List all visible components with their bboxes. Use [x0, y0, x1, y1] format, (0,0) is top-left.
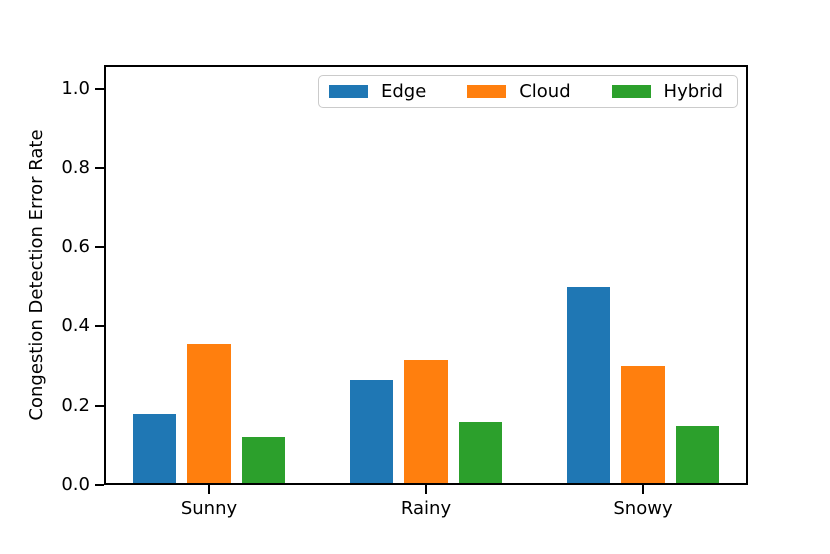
legend-item-cloud: Cloud	[467, 80, 571, 103]
y-tick-label: 0.8	[61, 156, 90, 178]
x-tick-mark	[642, 485, 644, 494]
legend-swatch-edge-icon	[329, 85, 368, 98]
bar-cloud-snowy	[621, 366, 665, 485]
y-tick-label: 0.6	[61, 236, 90, 258]
y-tick-label: 0.2	[61, 394, 90, 416]
y-tick-mark	[95, 87, 104, 90]
y-axis-label: Congestion Detection Error Rate	[26, 129, 47, 421]
legend-swatch-hybrid-icon	[611, 85, 651, 98]
legend-label-cloud: Cloud	[519, 80, 571, 102]
bar-edge-rainy	[350, 379, 394, 485]
y-tick-label: 1.0	[61, 77, 90, 99]
bar-hybrid-snowy	[675, 425, 719, 485]
legend-label-edge: Edge	[381, 80, 427, 102]
x-tick-mark	[425, 485, 427, 494]
plot-area: 0.0 0.2 0.4 0.6 0.8 1.0 Sunny Rainy Snowy Conges…	[26, 65, 748, 520]
bar-cloud-sunny	[187, 344, 231, 485]
y-tick-mark	[95, 404, 104, 407]
bar-edge-snowy	[567, 286, 611, 485]
legend-label-hybrid: Hybrid	[663, 80, 723, 102]
legend-item-hybrid: Hybrid	[611, 80, 723, 103]
x-tick-label-snowy: Snowy	[613, 498, 673, 519]
ticks-layer: 0.0 0.2 0.4 0.6 0.8 1.0 Sunny Rainy Snowy	[61, 65, 748, 520]
bar-edge-sunny	[133, 413, 177, 485]
bar-cloud-rainy	[404, 360, 448, 485]
bar-hybrid-sunny	[241, 437, 285, 485]
legend-swatch-cloud-icon	[467, 85, 507, 98]
x-tick-mark	[208, 485, 210, 494]
legend: Edge Cloud Hybrid	[318, 75, 738, 108]
y-tick-mark	[95, 484, 104, 486]
x-tick-label-rainy: Rainy	[400, 498, 452, 519]
y-tick-label: 0.4	[61, 315, 90, 337]
y-tick-label: 0.0	[61, 474, 90, 495]
y-tick-mark	[95, 166, 104, 169]
y-tick-mark	[95, 325, 104, 328]
bars-layer	[104, 65, 748, 485]
y-tick-mark	[95, 246, 104, 249]
x-tick-label-sunny: Sunny	[180, 498, 238, 519]
legend-item-edge: Edge	[329, 81, 426, 103]
bar-hybrid-rainy	[458, 421, 502, 485]
